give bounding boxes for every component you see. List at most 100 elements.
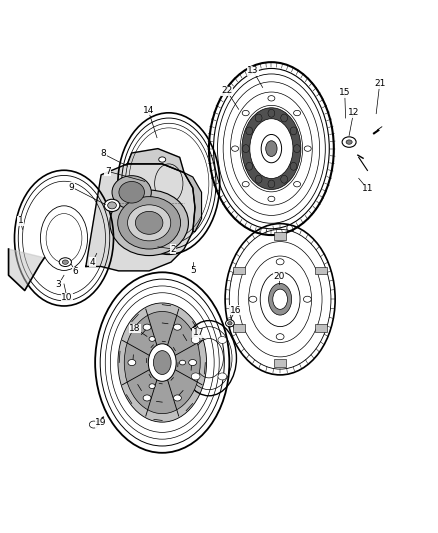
Ellipse shape	[108, 202, 117, 209]
Text: 5: 5	[190, 266, 196, 276]
Ellipse shape	[255, 114, 262, 122]
Ellipse shape	[226, 320, 234, 327]
Ellipse shape	[62, 260, 68, 264]
Text: 13: 13	[247, 67, 259, 75]
Text: 11: 11	[362, 184, 373, 193]
Ellipse shape	[250, 119, 293, 179]
Ellipse shape	[149, 337, 155, 341]
Text: 2: 2	[170, 245, 176, 254]
Ellipse shape	[135, 212, 163, 235]
Ellipse shape	[104, 199, 120, 212]
Ellipse shape	[148, 344, 176, 381]
Ellipse shape	[143, 395, 151, 401]
Ellipse shape	[118, 303, 207, 422]
Ellipse shape	[268, 196, 275, 201]
Ellipse shape	[119, 182, 145, 203]
Ellipse shape	[218, 336, 226, 343]
Text: 10: 10	[61, 294, 73, 302]
Ellipse shape	[266, 141, 277, 157]
Ellipse shape	[191, 336, 200, 343]
FancyBboxPatch shape	[233, 324, 245, 332]
Ellipse shape	[293, 182, 300, 187]
Ellipse shape	[246, 127, 253, 135]
Text: 19: 19	[95, 418, 107, 427]
Text: 16: 16	[230, 305, 241, 314]
Polygon shape	[86, 164, 195, 271]
Ellipse shape	[225, 224, 335, 375]
Ellipse shape	[268, 109, 275, 117]
Text: 21: 21	[374, 79, 385, 88]
Text: 18: 18	[129, 324, 141, 333]
Ellipse shape	[218, 373, 226, 380]
Ellipse shape	[268, 284, 292, 315]
Ellipse shape	[180, 360, 186, 365]
Ellipse shape	[255, 175, 262, 183]
Ellipse shape	[268, 95, 275, 101]
Ellipse shape	[232, 146, 239, 151]
Ellipse shape	[281, 114, 288, 122]
Ellipse shape	[261, 134, 282, 163]
Ellipse shape	[153, 351, 171, 375]
Ellipse shape	[191, 373, 200, 380]
Ellipse shape	[124, 311, 200, 414]
Text: 7: 7	[105, 167, 110, 176]
Ellipse shape	[243, 144, 249, 152]
FancyBboxPatch shape	[233, 266, 245, 274]
Text: 12: 12	[348, 108, 359, 117]
Ellipse shape	[89, 421, 98, 428]
Ellipse shape	[94, 271, 231, 455]
Text: 14: 14	[143, 106, 154, 115]
Ellipse shape	[173, 395, 181, 401]
Text: 8: 8	[100, 149, 106, 158]
Ellipse shape	[189, 360, 197, 366]
Ellipse shape	[242, 182, 249, 187]
Ellipse shape	[290, 127, 297, 135]
Ellipse shape	[304, 146, 311, 151]
Polygon shape	[184, 173, 201, 231]
Polygon shape	[127, 149, 184, 173]
Ellipse shape	[276, 334, 284, 340]
Text: 3: 3	[56, 280, 61, 289]
Ellipse shape	[276, 259, 284, 265]
Ellipse shape	[242, 108, 301, 190]
Ellipse shape	[59, 258, 71, 266]
FancyBboxPatch shape	[315, 266, 327, 274]
Ellipse shape	[127, 205, 171, 241]
FancyBboxPatch shape	[274, 359, 286, 367]
FancyBboxPatch shape	[274, 232, 286, 240]
Ellipse shape	[159, 157, 166, 162]
Ellipse shape	[242, 110, 249, 116]
Ellipse shape	[208, 61, 335, 237]
Ellipse shape	[173, 324, 181, 330]
Ellipse shape	[273, 289, 287, 309]
Ellipse shape	[249, 296, 257, 302]
Ellipse shape	[149, 384, 155, 389]
Text: 9: 9	[69, 182, 74, 191]
Ellipse shape	[228, 321, 232, 325]
Ellipse shape	[110, 190, 188, 256]
Text: 4: 4	[89, 257, 95, 266]
Ellipse shape	[342, 137, 356, 147]
Ellipse shape	[118, 197, 180, 249]
Text: 6: 6	[72, 267, 78, 276]
Ellipse shape	[304, 296, 311, 302]
Ellipse shape	[143, 324, 151, 330]
Ellipse shape	[346, 140, 352, 144]
Ellipse shape	[281, 175, 288, 183]
Text: 17: 17	[193, 328, 204, 337]
Text: 20: 20	[274, 272, 285, 280]
Text: 22: 22	[221, 86, 233, 95]
Ellipse shape	[293, 110, 300, 116]
Text: 15: 15	[339, 88, 350, 97]
Ellipse shape	[268, 180, 275, 188]
Ellipse shape	[181, 320, 237, 396]
Ellipse shape	[293, 144, 300, 152]
Text: 1: 1	[18, 216, 23, 225]
Polygon shape	[9, 249, 44, 290]
Ellipse shape	[128, 360, 136, 366]
Ellipse shape	[118, 113, 220, 254]
Ellipse shape	[246, 163, 253, 170]
FancyBboxPatch shape	[315, 324, 327, 332]
Ellipse shape	[14, 170, 113, 306]
Ellipse shape	[112, 176, 151, 209]
